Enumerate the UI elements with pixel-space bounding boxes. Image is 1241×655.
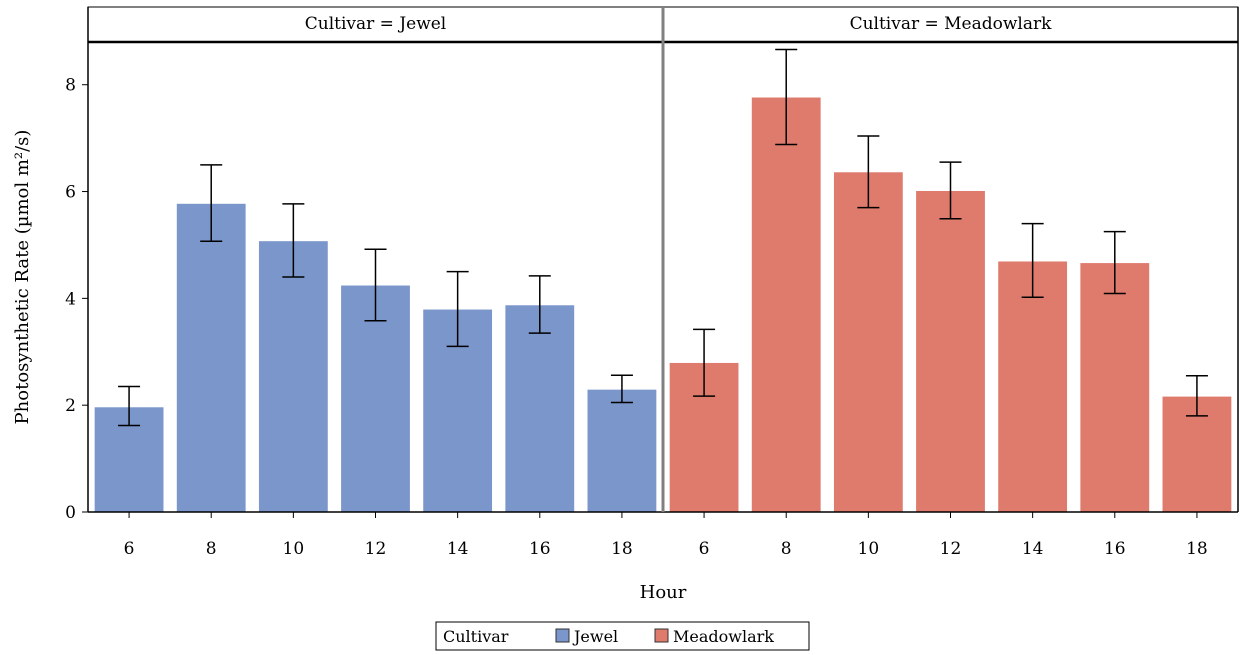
y-tick-label: 6 bbox=[65, 183, 76, 203]
error-bar bbox=[939, 161, 962, 220]
x-tick-label: 14 bbox=[447, 539, 469, 559]
legend-label-meadowlark: Meadowlark bbox=[673, 627, 774, 646]
x-tick-label: 18 bbox=[1186, 539, 1208, 559]
y-axis: 0 2 4 6 8 bbox=[65, 76, 88, 523]
error-bar bbox=[118, 385, 141, 427]
panel-label: Cultivar = Meadowlark bbox=[850, 14, 1053, 34]
x-tick-label: 16 bbox=[1104, 539, 1126, 559]
error-bar bbox=[1103, 230, 1126, 295]
bar bbox=[175, 202, 247, 513]
y-tick-label: 2 bbox=[65, 396, 76, 416]
y-tick-label: 8 bbox=[65, 76, 76, 96]
error-bar bbox=[1021, 222, 1044, 299]
x-tick-label: 8 bbox=[206, 539, 217, 559]
bar bbox=[750, 96, 822, 513]
x-tick-label: 12 bbox=[365, 539, 387, 559]
legend-title: Cultivar bbox=[443, 627, 509, 646]
bar bbox=[997, 260, 1069, 513]
x-tick-label: 14 bbox=[1022, 539, 1044, 559]
error-bar bbox=[200, 164, 223, 242]
x-tick-label: 6 bbox=[699, 539, 710, 559]
bar bbox=[915, 189, 986, 513]
bar bbox=[832, 171, 904, 513]
panel-1: Cultivar = Meadowlark 6 8 10 12 14 16 18 bbox=[662, 6, 1239, 559]
error-bar bbox=[775, 48, 798, 146]
x-tick-label: 8 bbox=[781, 539, 792, 559]
x-tick-label: 18 bbox=[611, 539, 633, 559]
panel-header bbox=[87, 6, 664, 43]
panel-label: Cultivar = Jewel bbox=[305, 14, 447, 34]
legend-border bbox=[435, 621, 810, 651]
x-tick-label: 12 bbox=[940, 539, 962, 559]
legend-swatch-jewel bbox=[555, 628, 570, 643]
error-bar bbox=[610, 374, 633, 404]
error-bar bbox=[282, 203, 305, 278]
error-bar bbox=[528, 275, 551, 334]
error-bar bbox=[364, 248, 387, 322]
legend: Cultivar Jewel Meadowlark bbox=[435, 621, 810, 651]
x-tick-label: 10 bbox=[283, 539, 305, 559]
x-tick-label: 6 bbox=[124, 539, 135, 559]
x-axis-title: Hour bbox=[640, 582, 687, 603]
x-tick-label: 10 bbox=[858, 539, 880, 559]
bar bbox=[586, 388, 658, 513]
legend-swatch-meadowlark bbox=[654, 628, 669, 643]
x-tick-label: 16 bbox=[529, 539, 551, 559]
panel-0: Cultivar = Jewel 6 8 10 12 14 16 18 bbox=[87, 6, 664, 559]
bar bbox=[1079, 262, 1151, 513]
error-bar bbox=[1185, 375, 1208, 417]
bar bbox=[257, 240, 329, 513]
error-bar bbox=[446, 270, 469, 348]
y-axis-title: Photosynthetic Rate (µmol m²/s) bbox=[12, 130, 33, 425]
y-tick-label: 0 bbox=[65, 503, 76, 523]
error-bar bbox=[857, 135, 880, 209]
bar bbox=[504, 304, 576, 513]
y-tick-label: 4 bbox=[65, 289, 76, 309]
legend-label-jewel: Jewel bbox=[572, 627, 618, 646]
error-bar bbox=[693, 328, 716, 397]
